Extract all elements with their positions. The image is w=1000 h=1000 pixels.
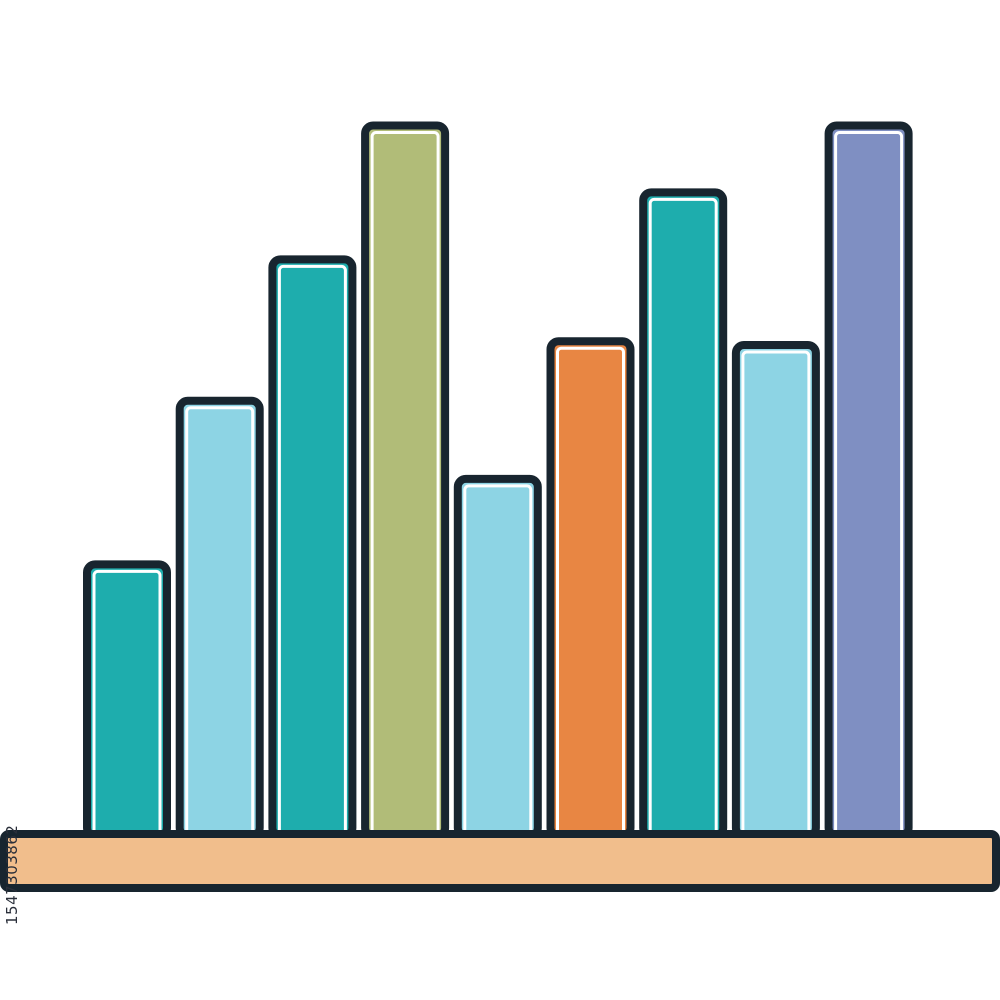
bar-1 — [83, 560, 171, 841]
bar-5 — [453, 474, 542, 840]
chart-base-shelf — [0, 830, 1000, 892]
bar-9 — [824, 121, 913, 840]
stock-id-watermark: 1547303862 — [3, 824, 21, 925]
bar-2 — [175, 396, 264, 840]
bar-4 — [361, 121, 450, 840]
bars-group — [83, 121, 913, 841]
bar-3 — [268, 255, 357, 840]
bar-6 — [546, 337, 635, 840]
bar-8 — [731, 341, 820, 840]
bar-7 — [639, 188, 728, 840]
